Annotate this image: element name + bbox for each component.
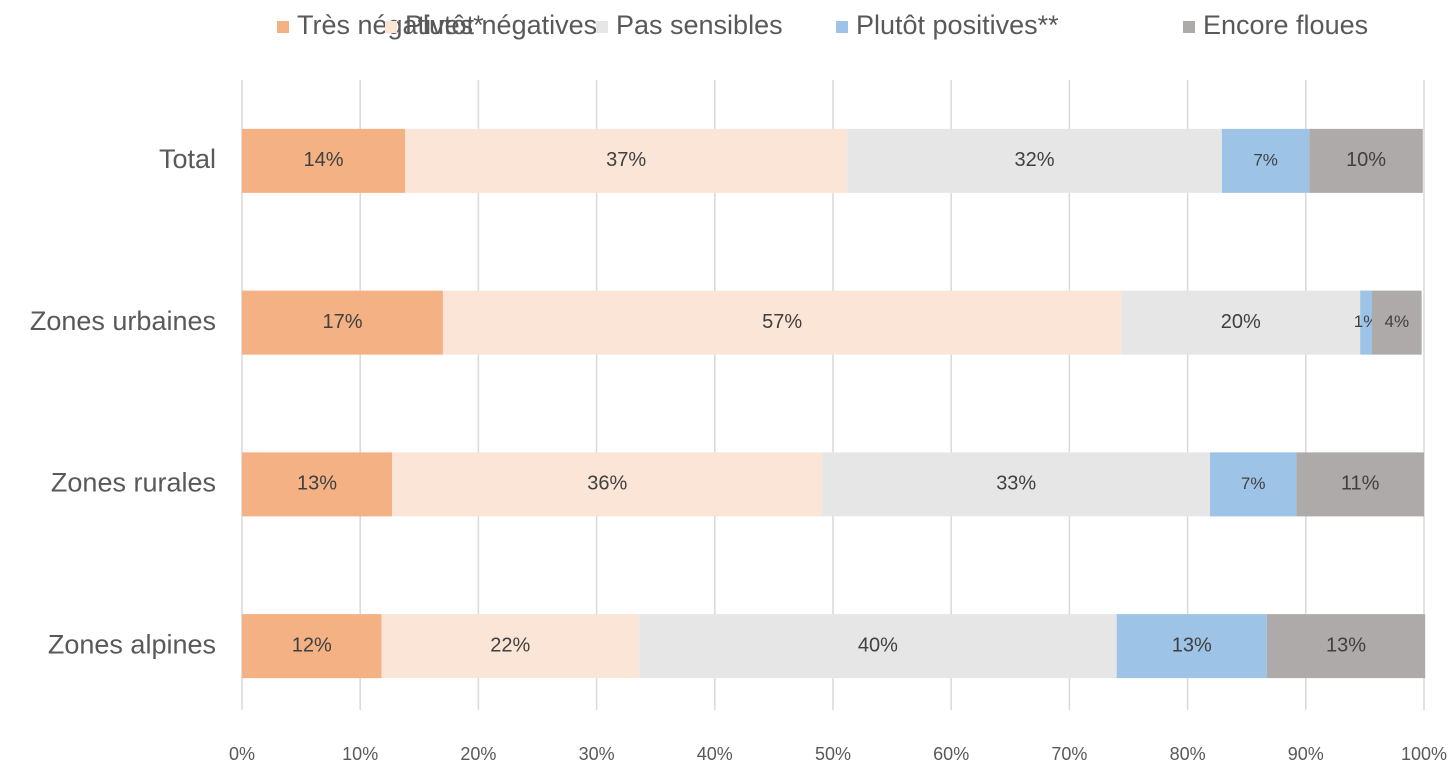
y-tick-label: Zones alpines xyxy=(48,629,216,659)
legend-marker xyxy=(836,21,848,33)
legend-marker xyxy=(596,21,608,33)
y-tick-label: Zones rurales xyxy=(51,468,216,498)
legend-marker xyxy=(385,21,397,33)
legend-label: Plutôt négatives xyxy=(405,10,597,40)
data-label: 12% xyxy=(292,634,332,656)
legend-marker xyxy=(1183,21,1195,33)
x-tick-label: 100% xyxy=(1401,744,1447,764)
legend-label: Pas sensibles xyxy=(616,10,783,40)
bar-segment xyxy=(822,452,1211,517)
bar-segment xyxy=(1360,290,1372,355)
bar-segment xyxy=(1116,614,1267,679)
bar-segment xyxy=(442,290,1122,355)
bar-segment xyxy=(242,452,393,517)
data-label: 14% xyxy=(304,149,344,171)
bar-segment xyxy=(392,452,823,517)
bar-segment xyxy=(405,128,848,193)
data-label: 40% xyxy=(858,634,898,656)
data-label: 22% xyxy=(490,634,530,656)
bar-segment xyxy=(1296,452,1424,517)
x-tick-label: 90% xyxy=(1288,744,1324,764)
data-label: 7% xyxy=(1241,474,1266,493)
bar-segment xyxy=(847,128,1222,193)
x-tick-label: 0% xyxy=(229,744,255,764)
data-label: 57% xyxy=(762,311,802,333)
data-label: 4% xyxy=(1385,312,1410,331)
bar-segment xyxy=(242,290,443,355)
x-tick-label: 80% xyxy=(1170,744,1206,764)
data-label: 11% xyxy=(1341,473,1380,495)
x-tick-label: 60% xyxy=(933,744,969,764)
x-tick-label: 10% xyxy=(342,744,378,764)
data-label: 13% xyxy=(1326,634,1366,656)
bar-segment xyxy=(1121,290,1361,355)
x-tick-label: 50% xyxy=(815,744,851,764)
legend-marker xyxy=(277,21,289,33)
data-label: 36% xyxy=(587,473,627,495)
y-tick-label: Zones urbaines xyxy=(30,306,216,336)
x-tick-label: 30% xyxy=(579,744,615,764)
data-label: 20% xyxy=(1221,311,1261,333)
x-tick-label: 40% xyxy=(697,744,733,764)
data-label: 13% xyxy=(1172,634,1212,656)
data-label: 32% xyxy=(1015,149,1055,171)
bar-segment xyxy=(242,614,382,679)
legend-label: Encore floues xyxy=(1203,10,1368,40)
bar-segment xyxy=(242,128,406,193)
legend-label: Plutôt positives** xyxy=(856,10,1059,40)
bar-segment xyxy=(1221,128,1310,193)
data-label: 17% xyxy=(322,311,362,333)
data-label: 33% xyxy=(996,473,1036,495)
y-tick-label: Total xyxy=(159,144,216,174)
bar-segment xyxy=(1309,128,1423,193)
bar-segment xyxy=(1266,614,1426,679)
data-label: 7% xyxy=(1253,150,1278,169)
data-label: 13% xyxy=(297,473,337,495)
bar-segment xyxy=(1210,452,1297,517)
x-tick-label: 20% xyxy=(460,744,496,764)
bar-segment xyxy=(1371,290,1422,355)
bar-segment xyxy=(639,614,1117,679)
bar-segment xyxy=(381,614,640,679)
x-tick-label: 70% xyxy=(1051,744,1087,764)
data-label: 37% xyxy=(606,149,646,171)
data-label: 10% xyxy=(1346,149,1386,171)
